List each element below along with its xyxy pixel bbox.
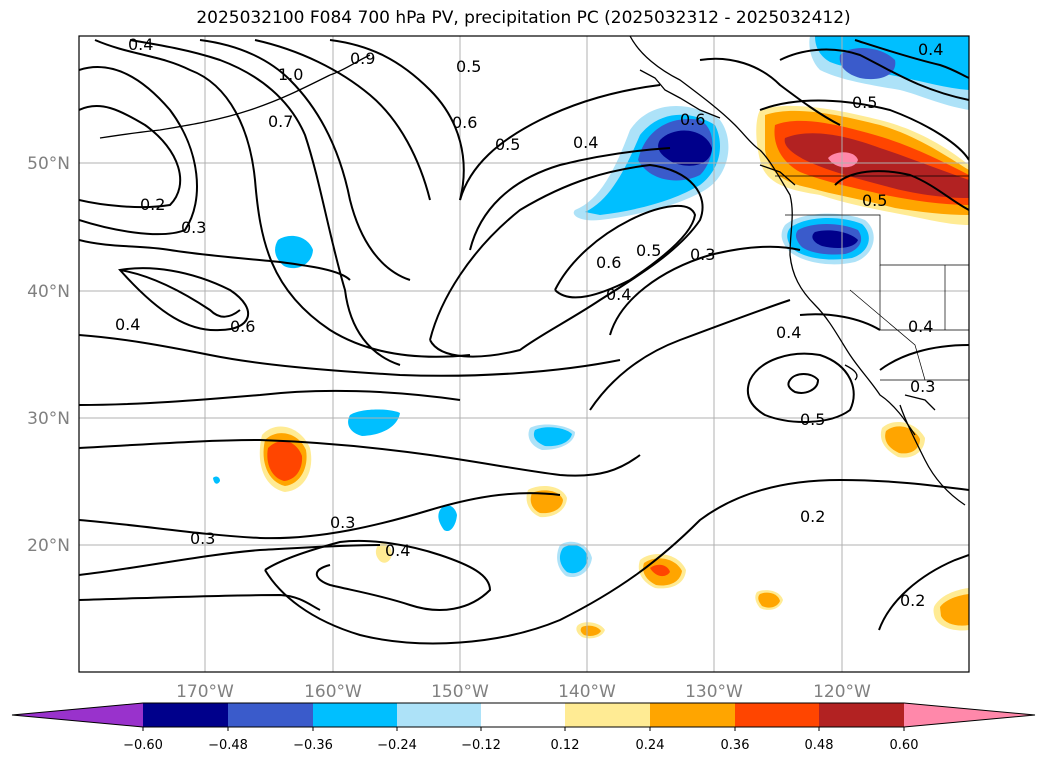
- colorbar-tick-label: −0.24: [377, 738, 417, 753]
- lat-label: 20°N: [27, 536, 70, 556]
- colorbar-bin: [481, 703, 565, 727]
- pv-contours: [79, 39, 969, 645]
- contour-label: 0.4: [115, 315, 140, 334]
- contour-label: 0.4: [573, 133, 598, 152]
- contour-label: 0.2: [140, 195, 165, 214]
- contour-label: 0.5: [456, 57, 481, 76]
- lon-label: 130°W: [685, 682, 743, 702]
- colorbar-bin: [650, 703, 735, 727]
- contour-label: 0.6: [596, 253, 621, 272]
- colorbar-bin: [819, 703, 904, 727]
- contour-label: 0.5: [800, 410, 825, 429]
- colorbar-tick-label: −0.48: [208, 738, 248, 753]
- contour-label: 0.4: [776, 323, 801, 342]
- contour-label: 0.3: [190, 529, 215, 548]
- lat-label: 40°N: [27, 282, 70, 302]
- colorbar-bin: [313, 703, 397, 727]
- contour-label: 0.4: [128, 35, 153, 54]
- lon-label: 160°W: [304, 682, 362, 702]
- colorbar-tick-label: 0.48: [805, 738, 834, 753]
- contour-label: 0.6: [230, 317, 255, 336]
- colorbar-tick-label: 0.60: [890, 738, 919, 753]
- contour-label: 0.5: [636, 241, 661, 260]
- colorbar-bin: [565, 703, 650, 727]
- lat-label: 30°N: [27, 409, 70, 429]
- lon-label: 150°W: [431, 682, 489, 702]
- coastlines: [99, 36, 966, 506]
- colorbar-tick-label: 0.12: [551, 738, 580, 753]
- colorbar-bin: [397, 703, 481, 727]
- colorbar-bin: [143, 703, 228, 727]
- colorbar-tick-label: −0.60: [123, 738, 163, 753]
- lon-label: 120°W: [813, 682, 871, 702]
- colorbar-tick-label: −0.36: [293, 738, 333, 753]
- longitude-labels: 170°W 160°W 150°W 140°W 130°W 120°W: [176, 682, 871, 702]
- colorbar-tick-label: −0.12: [461, 738, 501, 753]
- map-frame: [78, 35, 970, 673]
- map-title: 2025032100 F084 700 hPa PV, precipitatio…: [196, 8, 851, 28]
- colorbar-bin: [735, 703, 819, 727]
- colorbar-extend-high: [904, 703, 1035, 727]
- contour-label: 0.5: [852, 93, 877, 112]
- colorbar-tick-label: 0.36: [721, 738, 750, 753]
- colorbar-bin: [228, 703, 313, 727]
- contour-label: 0.4: [908, 317, 933, 336]
- lat-label: 50°N: [27, 154, 70, 174]
- contour-label: 0.5: [862, 191, 887, 210]
- contour-label: 0.3: [910, 377, 935, 396]
- contour-label: 0.5: [495, 135, 520, 154]
- lon-label: 170°W: [176, 682, 234, 702]
- contour-label: 0.6: [452, 113, 477, 132]
- lon-label: 140°W: [558, 682, 616, 702]
- colorbar-tick-label: 0.24: [636, 738, 665, 753]
- contour-label: 0.4: [385, 541, 410, 560]
- contour-label: 0.3: [181, 218, 206, 237]
- colorbar: −0.60 −0.48 −0.36 −0.24 −0.12 0.12 0.24 …: [11, 702, 1036, 753]
- contour-label: 0.6: [680, 110, 705, 129]
- colorbar-extend-low: [12, 703, 143, 727]
- latitude-labels: 50°N 40°N 30°N 20°N: [27, 154, 70, 556]
- contour-label: 0.2: [900, 591, 925, 610]
- contour-label: 0.3: [690, 245, 715, 264]
- contour-label: 0.4: [918, 40, 943, 59]
- contour-label: 0.2: [800, 507, 825, 526]
- contour-label: 0.3: [330, 513, 355, 532]
- contour-label: 0.4: [606, 285, 631, 304]
- contour-label: 1.0: [278, 65, 303, 84]
- contour-labels: 0.4 1.0 0.7 0.9 0.5 0.6 0.5 0.4 0.6 0.4 …: [115, 35, 943, 610]
- political-borders: [775, 175, 969, 381]
- contour-label: 0.9: [350, 49, 375, 68]
- gridlines: [79, 36, 969, 672]
- contour-label: 0.7: [268, 112, 293, 131]
- map-plot-area: [79, 36, 969, 672]
